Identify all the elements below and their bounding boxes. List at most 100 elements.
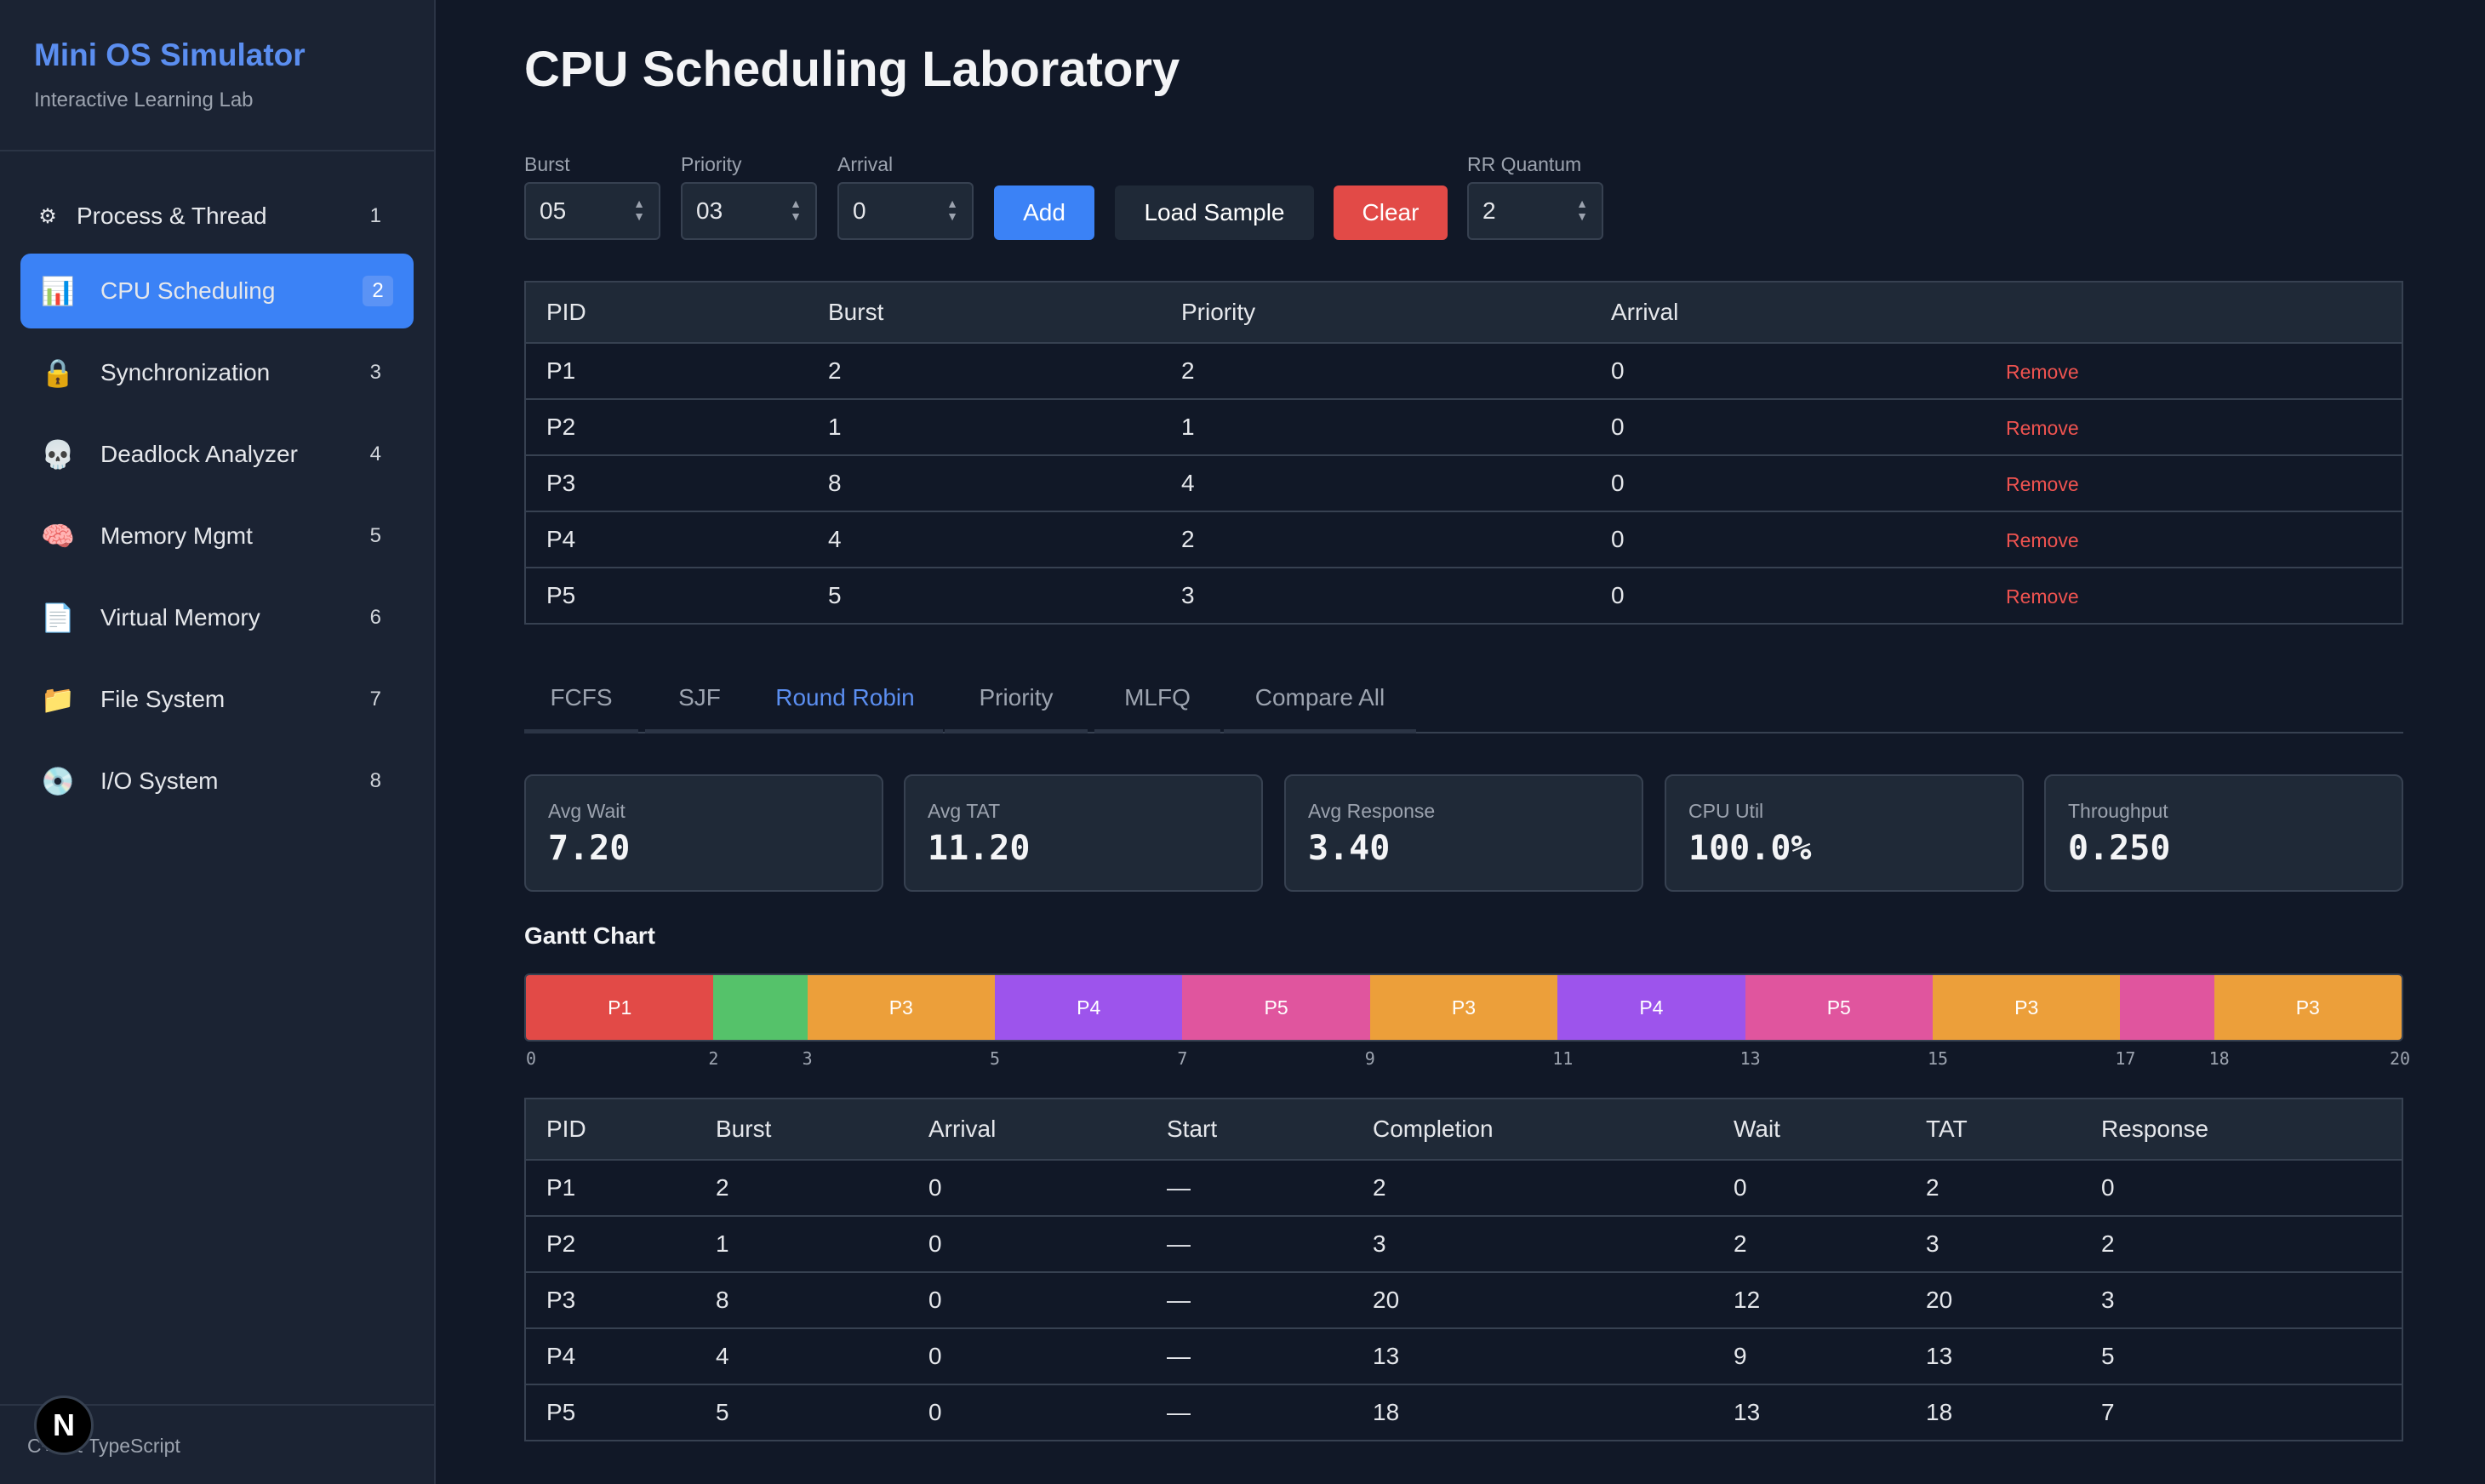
sidebar-item-virtual-memory[interactable]: 📄 Virtual Memory 6 (20, 580, 414, 655)
shortcut-number: 2 (363, 276, 393, 306)
arrival-value: 0 (853, 197, 866, 224)
gantt-segment (713, 975, 808, 1040)
table-row: P4 4 0—13 9 13 5 (525, 1328, 2402, 1385)
tab-mlfq[interactable]: MLFQ (1094, 665, 1220, 733)
cell-wait: 9 (1713, 1328, 1905, 1385)
spinner-icon[interactable]: ▲ ▼ (946, 197, 958, 223)
column-header-start: Start (1146, 1099, 1352, 1161)
disc-icon: 💿 (41, 766, 75, 796)
cell-pid: P1 (525, 1160, 695, 1217)
spinner-icon[interactable]: ▲ ▼ (1576, 197, 1588, 223)
cell-start: — (1146, 1328, 1352, 1385)
remove-button[interactable]: Remove (2006, 529, 2079, 551)
sidebar-item-label: I/O System (100, 768, 219, 794)
column-header-pid: PID (525, 282, 808, 344)
sidebar-item-memory-mgmt[interactable]: 🧠 Memory Mgmt 5 (20, 499, 414, 574)
remove-button[interactable]: Remove (2006, 585, 2079, 608)
app-title: Mini OS Simulator (34, 37, 306, 72)
dev-badge[interactable]: N (34, 1396, 94, 1455)
results-table: PID Burst Arrival Start Completion Wait … (524, 1098, 2403, 1441)
table-row: P5 5 0 — 18 13 18 7 (525, 1384, 2402, 1441)
burst-input[interactable]: 05 ▲ ▼ (524, 182, 660, 240)
cell-pid: P5 (546, 1399, 576, 1425)
cell-response: 2 (2081, 1216, 2402, 1273)
cell-pid: P1 (525, 343, 808, 400)
gantt-tick-label: 20 (2390, 1048, 2411, 1069)
shortcut-number: 5 (369, 524, 381, 547)
metric-card-throughput: Throughput 0.250 (2044, 774, 2403, 892)
priority-input[interactable]: 03 ▲ ▼ (681, 182, 817, 240)
tab-compare-all[interactable]: Compare All (1224, 665, 1416, 733)
tab-sjf[interactable]: SJF (645, 665, 754, 733)
spinner-icon[interactable]: ▲ ▼ (633, 197, 645, 223)
cell-tat: 20 (1905, 1272, 2081, 1329)
folder-icon: 📁 (41, 684, 75, 715)
cell-response: 3 (2081, 1272, 2402, 1329)
spinner-icon[interactable]: ▲ ▼ (790, 197, 802, 223)
column-header-wait: Wait (1713, 1099, 1905, 1161)
sidebar-item-cpu-scheduling[interactable]: 📊 CPU Scheduling 2 (20, 254, 414, 328)
cell-burst: 1 (808, 399, 1161, 456)
gantt-segment: P3 (807, 975, 995, 1040)
cell-burst: 2 (695, 1160, 908, 1217)
cell-arrival: 0 (928, 1399, 942, 1425)
cell-arrival: 0 (908, 1160, 1146, 1217)
burst-value: 05 (540, 197, 567, 224)
cell-start: — (1146, 1160, 1352, 1217)
cell-arrival: 0 (908, 1328, 1146, 1385)
table-header-row: PID Burst Arrival Start Completion Wait … (525, 1099, 2402, 1161)
cell-pid: P4 (525, 511, 808, 568)
gantt-segment: P5 (1745, 975, 1933, 1040)
gantt-tick-label: 7 (1177, 1048, 1188, 1069)
clear-button[interactable]: Clear (1334, 186, 1448, 240)
sidebar-item-deadlock-analyzer[interactable]: 💀 Deadlock Analyzer 4 (20, 417, 414, 492)
shortcut-number: 1 (369, 204, 381, 227)
tab-fcfs[interactable]: FCFS (524, 665, 638, 733)
table-row: P1 2 0—2 0 2 0 (525, 1160, 2402, 1217)
remove-button[interactable]: Remove (2006, 473, 2079, 495)
sidebar-item-synchronization[interactable]: 🔒 Synchronization 3 (20, 335, 414, 410)
cell-priority: 4 (1161, 455, 1591, 512)
tab-round-robin[interactable]: Round Robin (747, 665, 943, 733)
cell-arrival: 0 (1591, 343, 1985, 400)
gantt-tick-label: 15 (1928, 1048, 1949, 1069)
sidebar-item-file-system[interactable]: 📁 File System 7 (20, 662, 414, 737)
quantum-input[interactable]: 2 ▲ ▼ (1467, 182, 1603, 240)
gantt-tick-label: 5 (990, 1048, 1001, 1069)
gantt-tick-label: 11 (1552, 1048, 1574, 1069)
remove-button[interactable]: Remove (2006, 417, 2079, 439)
sidebar-item-process-thread[interactable]: ⚙ Process & Thread 1 (20, 179, 414, 254)
cell-completion: 18 (1373, 1399, 1400, 1425)
tab-priority[interactable]: Priority (945, 665, 1088, 733)
cell-completion: 3 (1352, 1216, 1713, 1273)
cell-tat: 2 (1905, 1160, 2081, 1217)
add-button[interactable]: Add (994, 186, 1094, 240)
sidebar-item-label: File System (100, 686, 226, 712)
metric-card-cpu-util: CPU Util 100.0% (1665, 774, 2024, 892)
column-header-burst: Burst (695, 1099, 908, 1161)
gantt-segment: P1 (526, 975, 714, 1040)
gantt-segment: P4 (995, 975, 1183, 1040)
cell-wait: 13 (1734, 1399, 1761, 1425)
gantt-title: Gantt Chart (524, 922, 655, 949)
column-header-arrival: Arrival (1591, 282, 1985, 344)
sidebar-item-label: Deadlock Analyzer (100, 441, 298, 467)
cell-priority: 2 (1161, 343, 1591, 400)
brain-icon: 🧠 (41, 521, 75, 551)
cell-burst: 2 (808, 343, 1161, 400)
cell-arrival: 0 (908, 1216, 1146, 1273)
arrival-input[interactable]: 0 ▲ ▼ (837, 182, 974, 240)
metric-value: 100.0% (1688, 829, 1812, 868)
cell-response: 0 (2081, 1160, 2402, 1217)
cell-pid: P2 (525, 1216, 695, 1273)
load-sample-button[interactable]: Load Sample (1115, 186, 1314, 240)
sidebar-item-io-system[interactable]: 💿 I/O System 8 (20, 744, 414, 819)
cell-tat: 3 (1905, 1216, 2081, 1273)
column-header-tat: TAT (1905, 1099, 2081, 1161)
remove-button[interactable]: Remove (2006, 361, 2079, 383)
cell-start: — (1167, 1399, 1191, 1425)
cell-arrival: 0 (1591, 455, 1985, 512)
cell-arrival: 0 (908, 1272, 1146, 1329)
gantt-segment (2120, 975, 2214, 1040)
table-row: P3 8 4 0 Remove (525, 455, 2402, 512)
